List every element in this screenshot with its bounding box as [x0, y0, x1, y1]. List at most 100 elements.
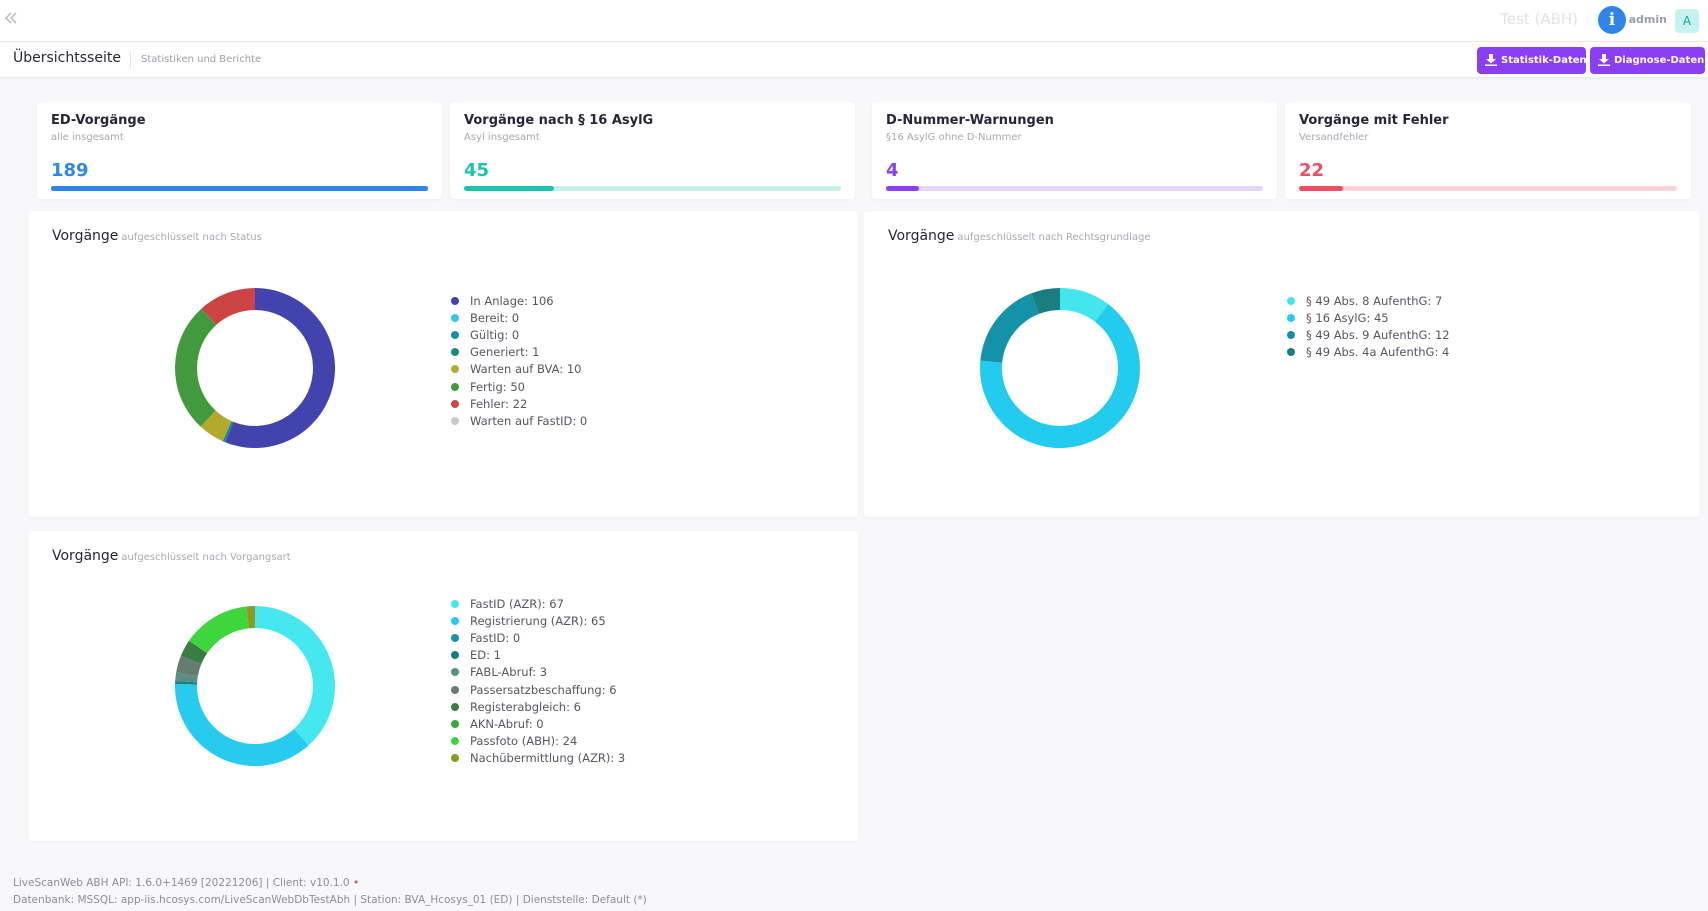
donut-slice[interactable] — [200, 410, 232, 442]
download-icon — [1598, 54, 1611, 66]
chart-subtitle: aufgeschlüsselt nach Vorgangsart — [121, 552, 291, 563]
legend-item[interactable]: § 16 AsylG: 45 — [1287, 309, 1450, 326]
chart-legend: In Anlage: 106 Bereit: 0 Gültig: 0 Generier… — [451, 292, 587, 430]
legend-item[interactable]: Bereit: 0 — [451, 309, 587, 326]
kpi-value: 22 — [1299, 160, 1325, 181]
kpi-subtitle: Asyl insgesamt — [464, 132, 540, 143]
user-name[interactable]: admin — [1628, 13, 1667, 26]
legend-label: Passersatzbeschaffung: 6 — [470, 682, 617, 697]
donut-slice[interactable] — [189, 606, 249, 654]
statistik-daten-button[interactable]: Statistik-Daten — [1477, 47, 1587, 74]
legend-item[interactable]: § 49 Abs. 8 AufenthG: 7 — [1287, 292, 1450, 309]
kpi-progress-track — [51, 186, 428, 191]
legend-dot — [451, 754, 459, 763]
legend-item[interactable]: Warten auf FastID: 0 — [451, 412, 587, 429]
avatar[interactable]: A — [1675, 9, 1699, 33]
legend-dot — [1287, 313, 1295, 322]
kpi-title: D-Nummer-Warnungen — [886, 113, 1054, 128]
kpi-progress-fill — [464, 186, 554, 191]
kpi-card-asylg: Vorgänge nach § 16 AsylG Asyl insgesamt … — [450, 102, 855, 199]
donut-slice[interactable] — [176, 655, 202, 677]
donut-slice[interactable] — [225, 288, 335, 448]
kpi-progress-fill — [51, 186, 428, 191]
donut-slice[interactable] — [246, 606, 255, 629]
legend-item[interactable]: FABL-Abruf: 3 — [451, 664, 625, 681]
legend-dot — [451, 399, 459, 408]
donut-slice[interactable] — [180, 640, 208, 665]
legend-dot — [451, 685, 459, 694]
donut-slice[interactable] — [175, 672, 198, 683]
legend-label: ED: 1 — [470, 648, 501, 663]
donut-slice[interactable] — [1031, 288, 1060, 314]
donut-slice[interactable] — [175, 680, 198, 685]
top-bar: Test (ABH) i admin A — [0, 0, 1708, 42]
donut-slice[interactable] — [980, 304, 1140, 448]
status-dot: • — [352, 877, 360, 889]
legend-item[interactable]: Generiert: 1 — [451, 344, 587, 361]
donut-slice[interactable] — [980, 293, 1040, 363]
donut-chart — [175, 288, 335, 448]
legend-item[interactable]: § 49 Abs. 4a AufenthG: 4 — [1287, 344, 1450, 361]
legend-dot — [451, 599, 459, 608]
kpi-progress-fill — [1299, 186, 1343, 191]
legend-label: Registerabgleich: 6 — [470, 699, 581, 714]
legend-item[interactable]: Nachübermittlung (AZR): 3 — [451, 750, 625, 767]
legend-dot — [451, 330, 459, 339]
chart-legend: § 49 Abs. 8 AufenthG: 7 § 16 AsylG: 45 § 4… — [1287, 292, 1450, 361]
page-subtitle: Statistiken und Berichte — [141, 54, 262, 65]
diagnose-daten-button[interactable]: Diagnose-Daten — [1590, 47, 1705, 74]
donut-slice[interactable] — [222, 421, 234, 443]
info-icon[interactable]: i — [1598, 6, 1626, 34]
legend-item[interactable]: AKN-Abruf: 0 — [451, 715, 625, 732]
legend-label: § 49 Abs. 8 AufenthG: 7 — [1306, 293, 1443, 308]
kpi-subtitle: Versandfehler — [1299, 132, 1369, 143]
kpi-title: ED-Vorgänge — [51, 113, 146, 128]
legend-item[interactable]: Fehler: 22 — [451, 395, 587, 412]
double-chevron-left-icon[interactable] — [4, 10, 24, 30]
chart-heading: Vorgänge aufgeschlüsselt nach Vorgangsart — [52, 545, 291, 564]
kpi-card-ed-vorgaenge: ED-Vorgänge alle insgesamt 189 — [37, 102, 442, 199]
chart-heading: Vorgänge aufgeschlüsselt nach Status — [52, 225, 262, 244]
legend-label: § 49 Abs. 9 AufenthG: 12 — [1306, 327, 1450, 342]
kpi-card-fehler: Vorgänge mit Fehler Versandfehler 22 — [1285, 102, 1691, 199]
legend-item[interactable]: Registrierung (AZR): 65 — [451, 612, 625, 629]
legend-item[interactable]: In Anlage: 106 — [451, 292, 587, 309]
legend-label: § 49 Abs. 4a AufenthG: 4 — [1306, 345, 1450, 360]
donut-slice[interactable] — [201, 288, 255, 325]
kpi-progress-track — [886, 186, 1263, 191]
download-icon — [1485, 54, 1498, 66]
legend-item[interactable]: Warten auf BVA: 10 — [451, 361, 587, 378]
chart-heading: Vorgänge aufgeschlüsselt nach Rechtsgrund… — [888, 225, 1151, 244]
legend-dot — [1287, 348, 1295, 357]
legend-dot — [451, 348, 459, 357]
legend-label: Warten auf FastID: 0 — [470, 413, 588, 428]
chart-card-status: Vorgänge aufgeschlüsselt nach Status In A… — [28, 211, 858, 517]
legend-dot — [1287, 330, 1295, 339]
legend-label: Fertig: 50 — [470, 379, 525, 394]
kpi-subtitle: §16 AsylG ohne D-Nummer — [886, 132, 1022, 143]
legend-dot — [451, 633, 459, 642]
legend-item[interactable]: Gültig: 0 — [451, 326, 587, 343]
page-header: Übersichtsseite Statistiken und Berichte… — [0, 42, 1708, 78]
legend-item[interactable]: § 49 Abs. 9 AufenthG: 12 — [1287, 326, 1450, 343]
legend-label: FABL-Abruf: 3 — [470, 665, 548, 680]
legend-item[interactable]: ED: 1 — [451, 647, 625, 664]
donut-slice[interactable] — [255, 606, 335, 746]
footer-database-line: Datenbank: MSSQL: app-iis.hcosys.com/Liv… — [13, 894, 647, 906]
header-divider — [130, 51, 131, 69]
legend-item[interactable]: FastID: 0 — [451, 629, 625, 646]
legend-item[interactable]: Passfoto (ABH): 24 — [451, 733, 625, 750]
legend-dot — [451, 296, 459, 305]
legend-item[interactable]: Registerabgleich: 6 — [451, 698, 625, 715]
donut-slice[interactable] — [1060, 288, 1109, 322]
legend-item[interactable]: FastID (AZR): 67 — [451, 595, 625, 612]
kpi-title: Vorgänge mit Fehler — [1299, 113, 1449, 128]
donut-slice[interactable] — [175, 683, 309, 766]
legend-item[interactable]: Passersatzbeschaffung: 6 — [451, 681, 625, 698]
donut-chart — [980, 288, 1140, 448]
diagnose-daten-label: Diagnose-Daten — [1614, 55, 1705, 66]
kpi-value: 4 — [886, 160, 899, 181]
donut-slice[interactable] — [175, 308, 217, 427]
legend-item[interactable]: Fertig: 50 — [451, 378, 587, 395]
kpi-subtitle: alle insgesamt — [51, 132, 124, 143]
